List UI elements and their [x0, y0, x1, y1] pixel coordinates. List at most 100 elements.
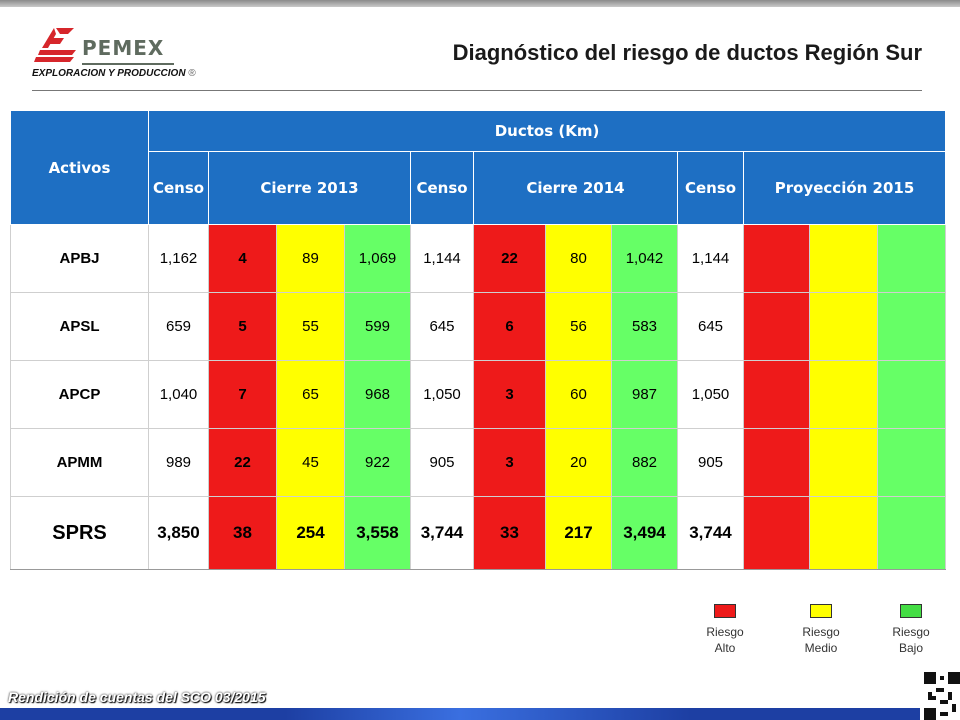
proyeccion-bajo-cell [876, 428, 947, 497]
col-header-ductos: Ductos (Km) [147, 110, 947, 152]
censo-cell-total: 3,850 [148, 496, 209, 570]
proyeccion-bajo-cell [876, 360, 947, 429]
logo-brand-underline [82, 63, 174, 65]
proyeccion-medio-cell [809, 428, 878, 497]
censo-cell: 645 [410, 292, 474, 361]
riesgo-bajo-cell: 968 [344, 360, 411, 429]
col-header-proyeccion-2015: Proyección 2015 [742, 151, 947, 225]
riesgo-medio-cell: 55 [276, 292, 345, 361]
riesgo-alto-cell: 3 [473, 428, 546, 497]
proyeccion-bajo-cell [876, 292, 947, 361]
legend-label-medio-line1: Riesgo [802, 625, 840, 639]
riesgo-bajo-cell: 987 [611, 360, 678, 429]
legend-label-alto-line2: Alto [714, 641, 736, 655]
censo-cell: 1,050 [677, 360, 744, 429]
legend-riesgo-bajo: Riesgo Bajo [876, 604, 946, 656]
slide-title: Diagnóstico del riesgo de ductos Región … [452, 40, 922, 65]
asset-cell-total: SPRS [10, 496, 149, 570]
censo-cell: 1,050 [410, 360, 474, 429]
censo-cell: 1,162 [148, 224, 209, 293]
logo-brand: PEMEX [82, 36, 165, 60]
legend-riesgo-medio: Riesgo Medio [786, 604, 856, 656]
col-header-censo-2014: Censo [410, 151, 474, 225]
logo-tagline-text: EXPLORACION Y PRODUCCION [32, 68, 186, 79]
table-header-row-1: Activos Ductos (Km) [10, 110, 947, 225]
riesgo-alto-cell-total: 33 [473, 496, 546, 570]
table-row: APCP 1,040 7 65 968 1,050 3 60 987 1,050 [10, 360, 947, 429]
proyeccion-alto-cell [743, 428, 810, 497]
riesgo-alto-cell: 4 [208, 224, 277, 293]
riesgo-bajo-cell: 599 [344, 292, 411, 361]
asset-cell: APBJ [10, 224, 149, 293]
asset-cell: APSL [10, 292, 149, 361]
col-header-cierre-2013: Cierre 2013 [208, 151, 411, 225]
legend-label-bajo-line2: Bajo [898, 641, 924, 655]
proyeccion-medio-cell-total [809, 496, 878, 570]
riesgo-alto-cell: 22 [208, 428, 277, 497]
pemex-logo: PEMEX EXPLORACION Y PRODUCCION ® [30, 22, 200, 84]
qr-code-icon [924, 672, 960, 720]
top-strip [0, 0, 960, 7]
col-header-censo-2015: Censo [677, 151, 744, 225]
col-header-cierre-2014: Cierre 2014 [473, 151, 678, 225]
legend-swatch-medio [810, 604, 832, 618]
riesgo-medio-cell: 45 [276, 428, 345, 497]
proyeccion-medio-cell [809, 292, 878, 361]
riesgo-medio-cell: 89 [276, 224, 345, 293]
riesgo-bajo-cell-total: 3,558 [344, 496, 411, 570]
riesgo-medio-cell-total: 217 [545, 496, 612, 570]
asset-cell: APCP [10, 360, 149, 429]
riesgo-alto-cell: 3 [473, 360, 546, 429]
riesgo-bajo-cell: 922 [344, 428, 411, 497]
proyeccion-alto-cell-total [743, 496, 810, 570]
table-total-row: SPRS 3,850 38 254 3,558 3,744 33 217 3,4… [10, 496, 947, 570]
proyeccion-medio-cell [809, 224, 878, 293]
legend-label-bajo-line1: Riesgo [892, 625, 930, 639]
censo-cell: 905 [677, 428, 744, 497]
proyeccion-bajo-cell [876, 224, 947, 293]
censo-cell: 645 [677, 292, 744, 361]
col-header-activos: Activos [10, 110, 149, 225]
riesgo-medio-cell: 56 [545, 292, 612, 361]
title-divider [32, 90, 922, 91]
col-header-censo-2013: Censo [148, 151, 209, 225]
censo-cell: 989 [148, 428, 209, 497]
censo-cell: 1,144 [410, 224, 474, 293]
proyeccion-alto-cell [743, 224, 810, 293]
proyeccion-bajo-cell-total [876, 496, 947, 570]
riesgo-bajo-cell: 583 [611, 292, 678, 361]
legend-label-alto: Riesgo Alto [690, 624, 760, 656]
riesgo-medio-cell: 65 [276, 360, 345, 429]
riesgo-bajo-cell: 1,069 [344, 224, 411, 293]
proyeccion-medio-cell [809, 360, 878, 429]
proyeccion-alto-cell [743, 292, 810, 361]
censo-cell: 1,040 [148, 360, 209, 429]
proyeccion-alto-cell [743, 360, 810, 429]
riesgo-alto-cell: 6 [473, 292, 546, 361]
riesgo-medio-cell: 60 [545, 360, 612, 429]
pipeline-risk-table: Activos Ductos (Km) Censo Cierre 2013 Ce… [10, 110, 947, 570]
riesgo-alto-cell-total: 38 [208, 496, 277, 570]
footer-bar [0, 708, 920, 720]
asset-cell: APMM [10, 428, 149, 497]
riesgo-alto-cell: 5 [208, 292, 277, 361]
censo-cell-total: 3,744 [410, 496, 474, 570]
riesgo-medio-cell: 20 [545, 428, 612, 497]
legend-label-medio-line2: Medio [804, 641, 838, 655]
censo-cell: 905 [410, 428, 474, 497]
registered-mark: ® [188, 68, 196, 79]
riesgo-medio-cell-total: 254 [276, 496, 345, 570]
table-row: APBJ 1,162 4 89 1,069 1,144 22 80 1,042 … [10, 224, 947, 293]
censo-cell: 659 [148, 292, 209, 361]
legend-label-bajo: Riesgo Bajo [876, 624, 946, 656]
legend-riesgo-alto: Riesgo Alto [690, 604, 760, 656]
riesgo-bajo-cell: 882 [611, 428, 678, 497]
censo-cell-total: 3,744 [677, 496, 744, 570]
riesgo-medio-cell: 80 [545, 224, 612, 293]
censo-cell: 1,144 [677, 224, 744, 293]
legend-swatch-bajo [900, 604, 922, 618]
pemex-eagle-icon [34, 28, 76, 62]
riesgo-alto-cell: 22 [473, 224, 546, 293]
riesgo-bajo-cell-total: 3,494 [611, 496, 678, 570]
legend-swatch-alto [714, 604, 736, 618]
